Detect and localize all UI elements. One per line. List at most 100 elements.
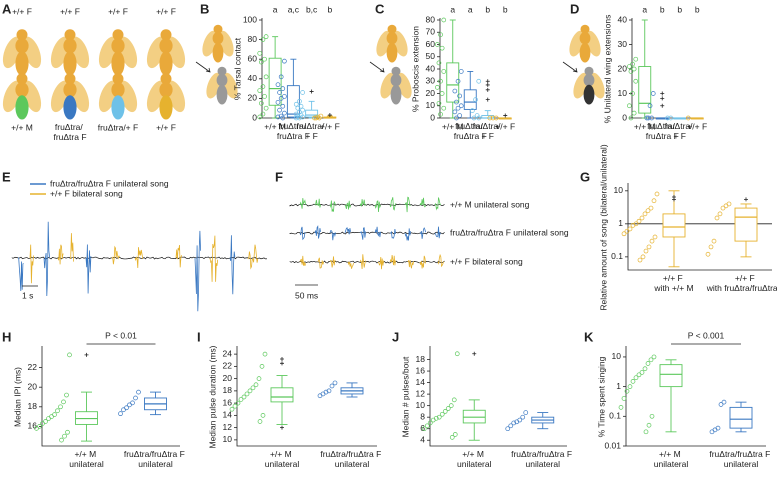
test-fly-head: [16, 73, 28, 85]
data-point: [627, 226, 633, 232]
data-point: [505, 426, 511, 432]
y-tick-label: 0: [252, 112, 257, 122]
data-point: [244, 391, 250, 397]
trace-e-burst: [111, 245, 120, 265]
outlier: [485, 79, 490, 84]
x-tick-label: fruΔtra/fruΔtra F unilateral: [709, 449, 772, 469]
data-point: [476, 78, 482, 84]
significance-letter: b,c: [306, 4, 318, 14]
y-axis-title: % Proboscis extension: [410, 26, 420, 112]
trace-f-burst: [419, 197, 426, 208]
outlier: [280, 357, 284, 362]
trace-f-burst: [389, 197, 396, 211]
data-point: [62, 433, 67, 439]
icon-fly-thorax: [579, 31, 591, 45]
y-tick-label: 12: [223, 422, 233, 432]
data-point: [645, 361, 651, 366]
trace-f-burst: [329, 200, 336, 212]
y-tick-label: 50: [426, 51, 436, 61]
trace-f-burst: [344, 200, 351, 210]
test-fly-head: [160, 73, 172, 85]
data-point: [723, 203, 729, 209]
y-tick-label: 20: [28, 381, 38, 391]
y-tick-label: 80: [248, 34, 258, 44]
outlier: [472, 351, 477, 356]
trace-f-burst: [359, 199, 366, 207]
data-point: [714, 215, 720, 221]
data-point: [705, 251, 711, 257]
y-tick-label: 10: [618, 88, 628, 98]
data-point: [262, 351, 268, 357]
x-tick-label: fruΔtra/ + F: [473, 121, 503, 141]
data-point: [442, 409, 448, 414]
panel-letter: F: [275, 169, 283, 184]
female-fly-head: [16, 29, 28, 41]
y-tick-label: 20: [223, 373, 233, 383]
data-point: [665, 115, 670, 121]
significance-letter: b: [503, 4, 508, 14]
data-point: [421, 426, 427, 432]
icon-fly-head: [387, 24, 397, 34]
test-fly-abdomen: [159, 95, 173, 120]
data-point: [458, 69, 464, 74]
outlier: [327, 113, 332, 118]
data-point: [654, 191, 660, 197]
data-point: [508, 423, 514, 429]
significance-letter: b: [328, 4, 333, 14]
x-tick-label: +/+ M unilateral: [265, 449, 300, 469]
y-tick-label: 0: [622, 112, 627, 122]
icon-fly-abdomen: [386, 42, 398, 63]
data-point: [258, 100, 264, 106]
box: [463, 89, 477, 110]
trace-e-burst: [194, 230, 201, 312]
data-point: [452, 432, 458, 437]
data-point: [626, 103, 632, 109]
data-point: [618, 405, 624, 410]
data-point: [317, 393, 323, 399]
data-point: [717, 211, 723, 217]
y-tick-label: 40: [618, 14, 628, 24]
data-point: [427, 420, 433, 426]
data-point: [646, 244, 652, 250]
data-point: [626, 64, 632, 69]
x-tick-label: +/+ M: [634, 121, 656, 131]
trace-f-burst: [299, 198, 306, 209]
data-point: [278, 96, 284, 101]
data-point: [454, 351, 460, 357]
data-point: [46, 416, 51, 421]
data-point: [438, 111, 443, 117]
outlier: [503, 113, 508, 118]
trace-f-burst: [329, 256, 336, 268]
data-point: [517, 417, 523, 423]
y-tick-label: 1: [618, 218, 623, 228]
test-fly-abdomen: [15, 95, 29, 120]
y-tick-label: 10: [426, 100, 436, 110]
y-tick-label: 16: [223, 397, 233, 407]
data-point: [277, 90, 282, 95]
icon-fly-head: [584, 66, 594, 76]
data-point: [238, 397, 244, 402]
data-point: [640, 254, 646, 260]
trace-e-baseline: [11, 256, 268, 260]
y-tick-label: 10: [223, 434, 233, 444]
trace-f-burst: [404, 196, 411, 213]
trace-f-burst: [359, 227, 366, 240]
test-fly-thorax: [63, 82, 77, 98]
data-point: [262, 56, 267, 62]
data-point: [511, 420, 517, 426]
significance-letter: a,c: [288, 4, 300, 14]
data-point: [253, 382, 259, 388]
data-point: [58, 404, 63, 410]
trace-e-burst: [229, 235, 236, 295]
data-point: [439, 411, 445, 417]
y-tick-label: 18: [28, 401, 38, 411]
data-point: [263, 74, 269, 80]
data-point: [455, 105, 461, 111]
data-point: [257, 419, 263, 424]
trace-f-burst: [437, 253, 444, 268]
data-point: [329, 383, 335, 389]
data-point: [441, 69, 447, 74]
data-point: [470, 108, 475, 114]
x-tick-label: +/+ F with fruΔtra/fruΔtra F: [706, 273, 777, 293]
outlier: [280, 361, 284, 366]
